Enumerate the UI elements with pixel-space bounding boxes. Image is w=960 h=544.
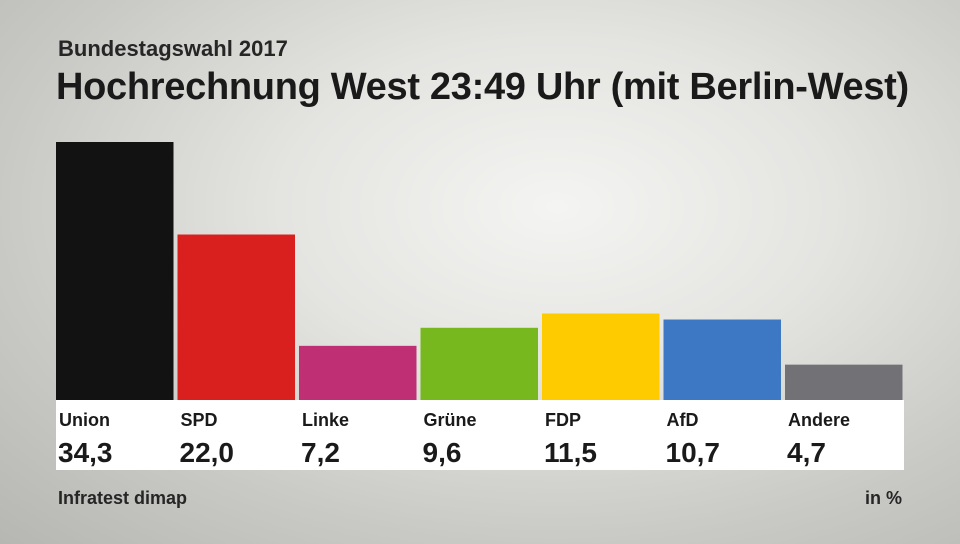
bar-andere — [785, 364, 903, 400]
value-label: 10,7 — [666, 437, 721, 468]
category-label: Union — [59, 410, 110, 430]
chart-subtitle: Bundestagswahl 2017 — [58, 36, 288, 61]
value-label: 11,5 — [544, 437, 597, 468]
category-label: AfD — [667, 410, 699, 430]
source-label: Infratest dimap — [58, 488, 188, 508]
value-label: 9,6 — [423, 437, 462, 468]
value-label: 7,2 — [301, 437, 340, 468]
category-label: Grüne — [424, 410, 477, 430]
chart-title: Hochrechnung West 23:49 Uhr (mit Berlin-… — [56, 66, 909, 108]
category-label: Linke — [302, 410, 349, 430]
label-strip — [56, 400, 904, 470]
bar-grüne — [420, 327, 538, 400]
category-label: FDP — [545, 410, 581, 430]
bar-union — [56, 142, 174, 400]
bar-fdp — [542, 313, 660, 400]
value-label: 4,7 — [787, 437, 826, 468]
value-label: 22,0 — [180, 437, 235, 468]
bar-afd — [663, 319, 781, 400]
value-label: 34,3 — [58, 437, 113, 468]
category-label: Andere — [788, 410, 850, 430]
category-label: SPD — [181, 410, 218, 430]
bar-linke — [299, 345, 417, 400]
bar-spd — [177, 234, 295, 400]
unit-label: in % — [864, 488, 902, 508]
